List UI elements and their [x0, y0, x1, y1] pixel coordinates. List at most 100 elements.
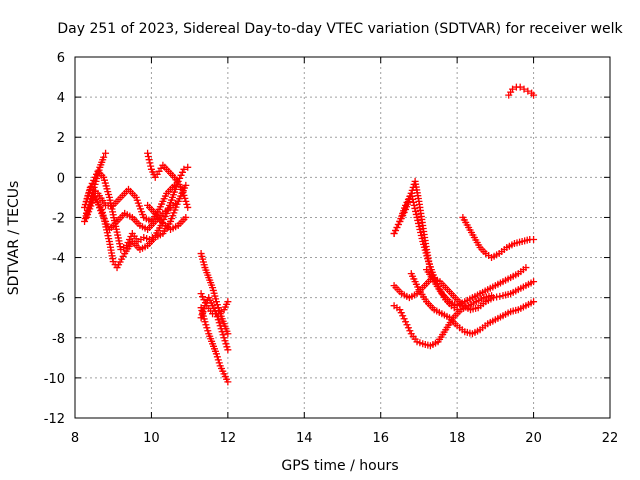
x-tick-label: 18 [449, 431, 466, 446]
data-point [402, 318, 410, 326]
data-point [414, 216, 422, 224]
data-point [214, 356, 222, 364]
data-point [217, 325, 225, 333]
y-tick-label: -10 [44, 372, 65, 387]
data-track [197, 290, 232, 318]
data-point [416, 225, 424, 233]
data-point [221, 337, 229, 345]
data-point [520, 85, 528, 93]
data-point [224, 346, 232, 354]
x-axis-label: GPS time / hours [281, 458, 398, 474]
data-point [530, 236, 538, 244]
data-point [144, 149, 152, 157]
data-point [197, 314, 205, 322]
data-track [407, 270, 538, 338]
data-point [203, 324, 211, 332]
data-point [202, 321, 210, 329]
data-point [204, 327, 212, 335]
data-point [90, 176, 98, 184]
data-point [394, 220, 402, 228]
data-point [404, 324, 412, 332]
data-point [213, 301, 221, 309]
data-point [199, 308, 207, 316]
data-point [408, 192, 416, 200]
data-point [180, 191, 188, 199]
data-point [524, 87, 532, 95]
y-tick-label: 0 [57, 171, 65, 186]
data-point [201, 318, 209, 326]
data-point [407, 189, 415, 197]
data-point [174, 197, 182, 205]
y-tick-label: -12 [44, 412, 65, 427]
y-tick-label: -4 [52, 252, 65, 267]
data-point [392, 226, 400, 234]
chart-title: Day 251 of 2023, Sidereal Day-to-day VTE… [57, 21, 623, 37]
data-point [223, 343, 231, 351]
data-point [409, 198, 417, 206]
data-point [212, 350, 220, 358]
data-point [219, 331, 227, 339]
data-point [214, 316, 222, 324]
data-point [402, 201, 410, 209]
data-point [182, 181, 190, 189]
data-point [146, 159, 154, 167]
data-point [390, 229, 398, 237]
data-point [400, 315, 408, 323]
data-point [403, 198, 411, 206]
data-track [459, 213, 538, 262]
data-point [170, 181, 178, 189]
data-point [393, 223, 401, 231]
data-point [403, 321, 411, 329]
data-points [81, 83, 538, 386]
data-point [409, 195, 417, 203]
data-point [418, 235, 426, 243]
data-point [496, 292, 504, 300]
data-point [102, 149, 110, 157]
data-point [184, 163, 192, 171]
y-axis-label: SDTVAR / TECUs [6, 181, 22, 296]
data-point [215, 319, 223, 327]
y-tick-label: 2 [57, 131, 65, 146]
y-tick-label: 6 [57, 51, 65, 66]
data-track [144, 149, 192, 211]
data-point [530, 278, 538, 286]
y-tick-label: -6 [52, 292, 65, 307]
data-point [177, 171, 185, 179]
data-point [179, 188, 187, 196]
data-point [415, 222, 423, 230]
data-point [410, 201, 418, 209]
data-point [100, 153, 108, 161]
data-point [220, 334, 228, 342]
data-point [489, 294, 497, 302]
data-point [414, 219, 422, 227]
y-tick-label: 4 [57, 91, 65, 106]
data-track [505, 83, 538, 99]
data-point [92, 170, 100, 178]
data-point [181, 194, 189, 202]
x-tick-label: 22 [602, 431, 619, 446]
data-point [201, 299, 209, 307]
x-tick-label: 14 [296, 431, 313, 446]
data-point [412, 210, 420, 218]
data-point [396, 306, 404, 314]
data-point [197, 290, 205, 298]
data-point [522, 264, 530, 272]
x-tick-label: 10 [143, 431, 160, 446]
data-point [406, 327, 414, 335]
data-point [516, 83, 524, 91]
data-point [417, 228, 425, 236]
data-point [397, 309, 405, 317]
data-point [199, 293, 207, 301]
data-point [216, 322, 224, 330]
x-tick-label: 16 [372, 431, 389, 446]
data-point [413, 213, 421, 221]
data-track [423, 264, 530, 310]
data-point [509, 85, 517, 93]
data-point [144, 152, 152, 160]
data-point [88, 179, 96, 187]
data-point [493, 293, 501, 301]
data-point [218, 328, 226, 336]
x-tick-label: 20 [525, 431, 542, 446]
data-point [176, 174, 184, 182]
data-point [182, 213, 190, 221]
